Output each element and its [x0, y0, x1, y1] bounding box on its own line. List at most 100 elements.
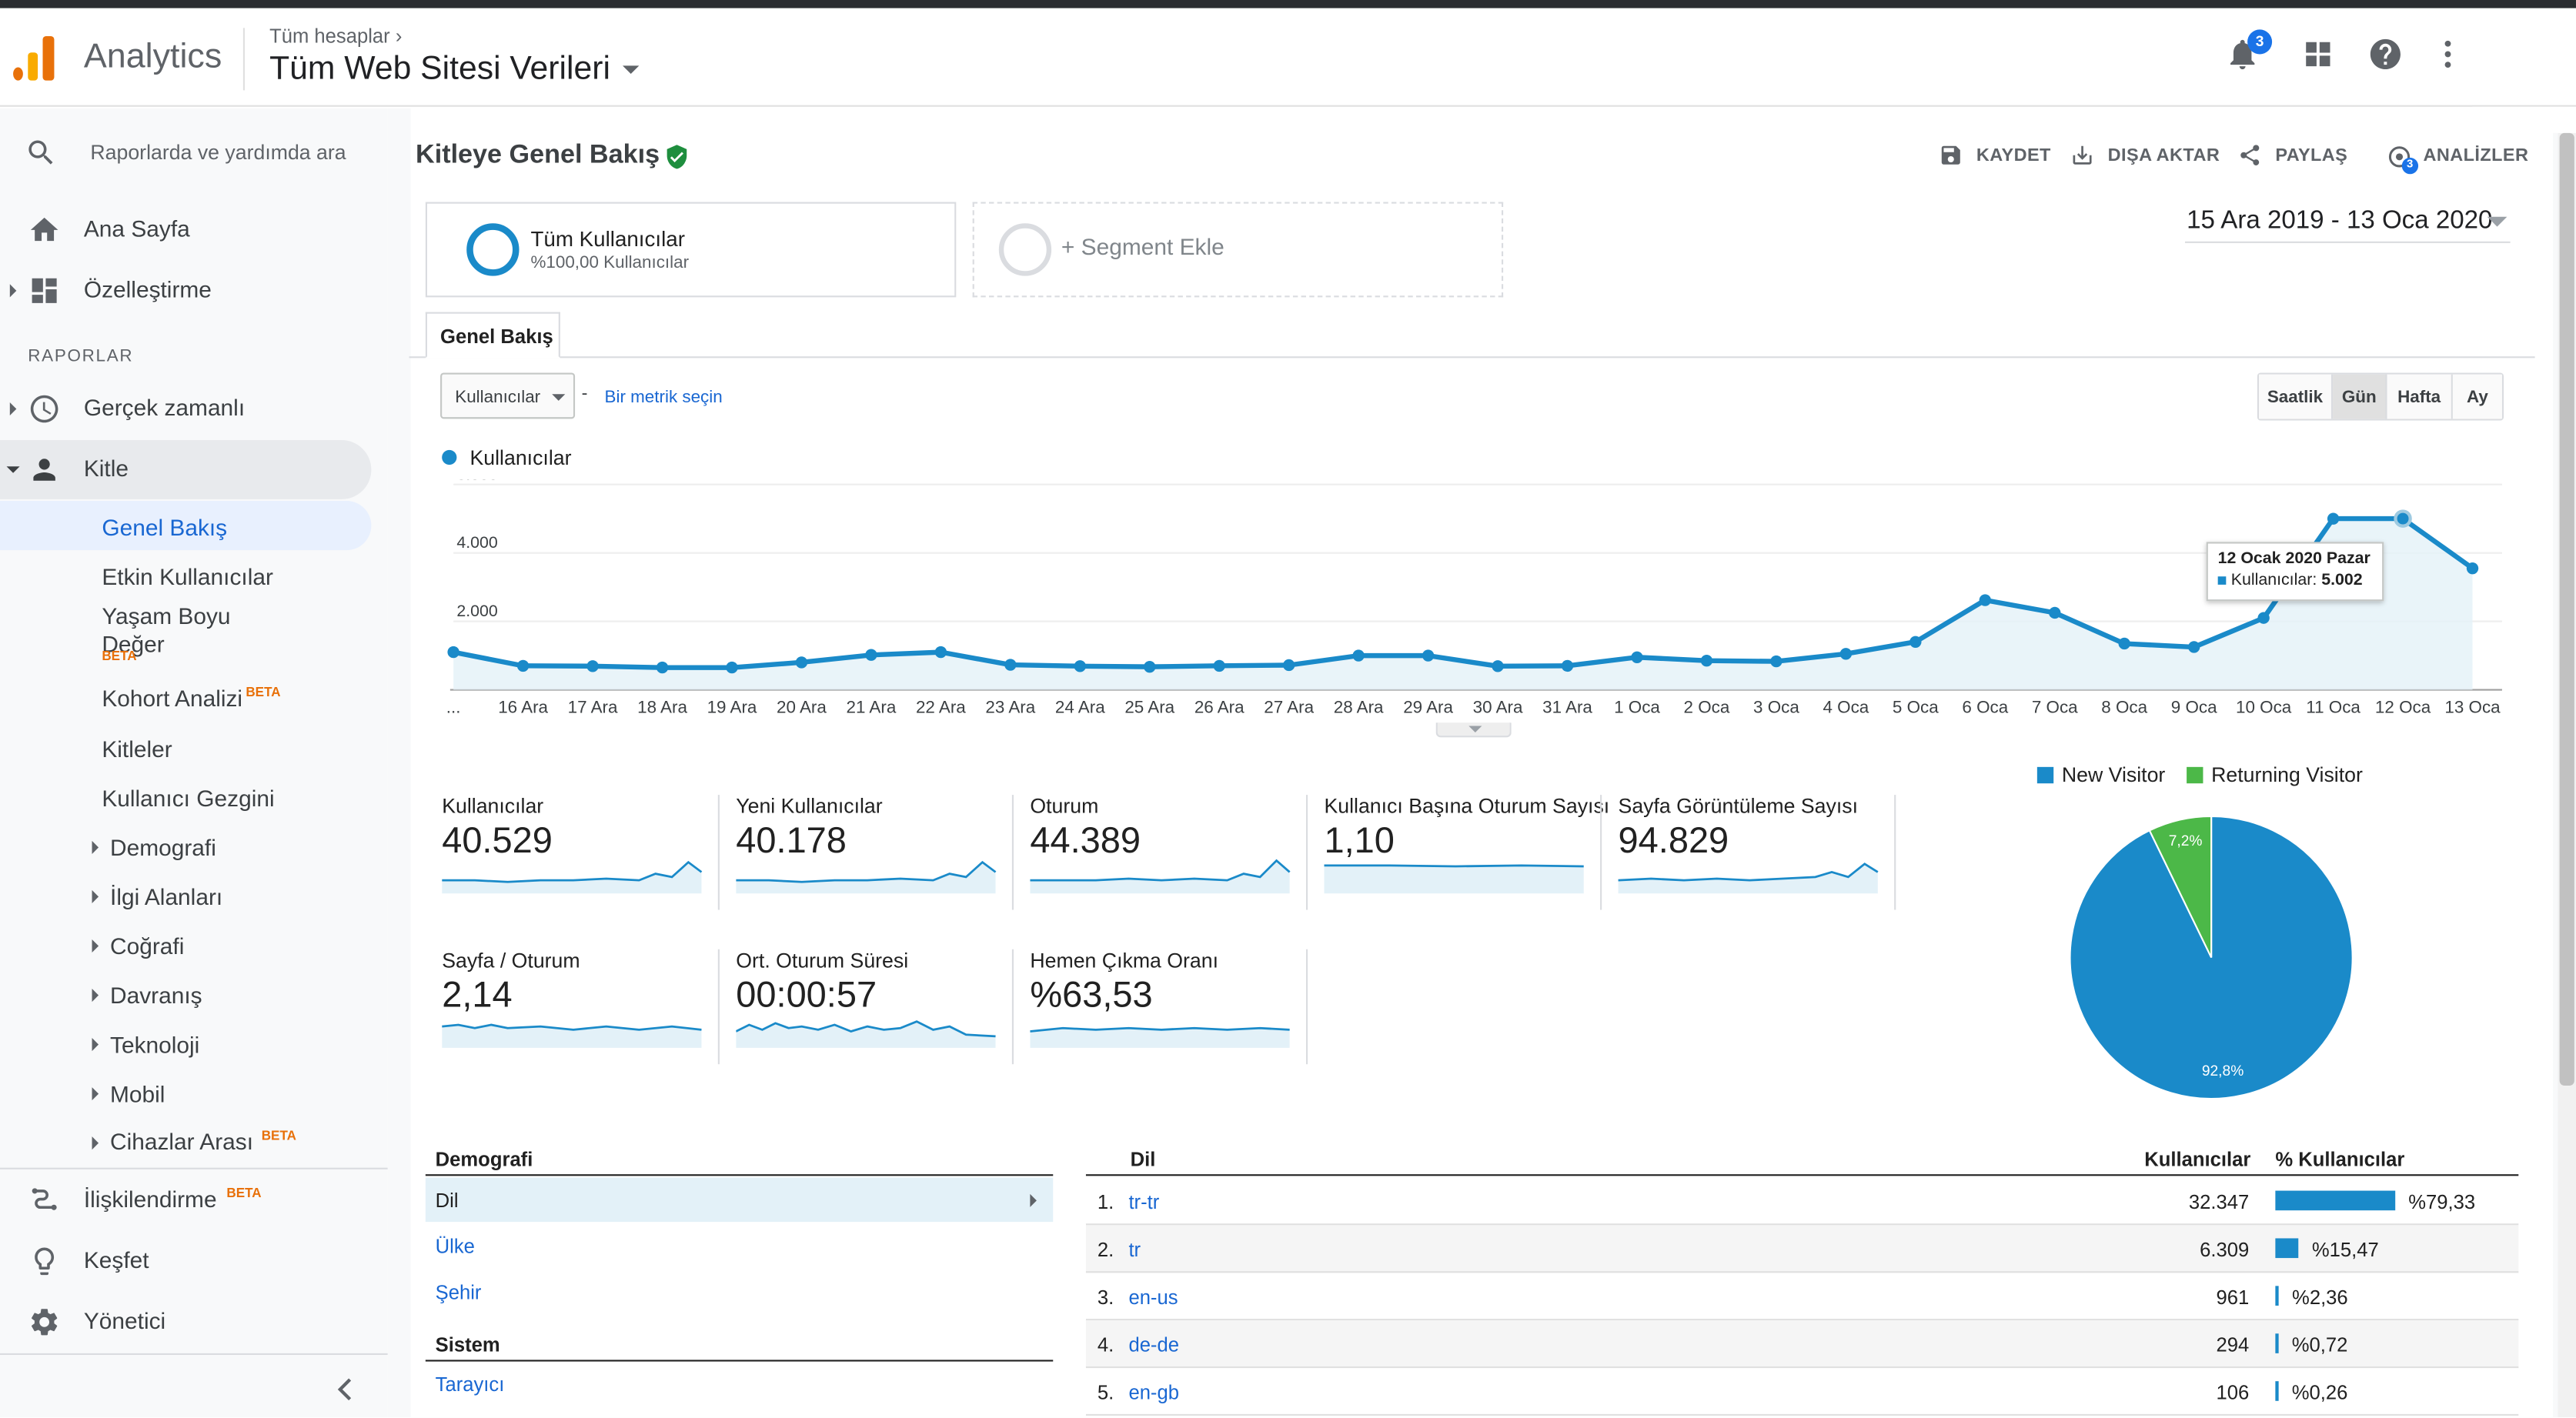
breadcrumb-label: Tüm hesaplar — [269, 25, 390, 48]
sidebar-item-realtime[interactable]: Gerçek zamanlı — [0, 381, 388, 437]
x-tick-label: 25 Ara — [1124, 697, 1174, 716]
kpi-card[interactable]: Sayfa / Oturum 2,14 — [442, 949, 721, 1064]
sidebar-item-admin[interactable]: Yönetici — [0, 1294, 388, 1350]
col-users[interactable]: Kullanıcılar — [2144, 1148, 2251, 1171]
col-language: Dil — [1130, 1148, 1156, 1171]
apps-grid-icon[interactable] — [2300, 36, 2342, 78]
sidebar-item-active-users[interactable]: Etkin Kullanıcılar — [102, 563, 273, 590]
more-vert-icon[interactable] — [2430, 36, 2472, 78]
collapse-sidebar-chevron-icon[interactable] — [335, 1378, 355, 1410]
row-language-link[interactable]: en-gb — [1128, 1381, 1179, 1405]
granularity-day-button[interactable]: Gün — [2333, 374, 2387, 419]
kpi-name: Kullanıcılar — [442, 795, 544, 819]
sidebar-item-technology[interactable]: Teknoloji — [110, 1031, 200, 1058]
analytics-logo-icon[interactable] — [13, 35, 55, 81]
data-point — [2187, 641, 2200, 653]
legend-swatch — [2036, 766, 2054, 784]
row-language-link[interactable]: tr-tr — [1128, 1190, 1160, 1214]
date-caret-down-icon[interactable] — [2487, 216, 2508, 227]
sidebar-item-behavior[interactable]: Davranış — [110, 982, 202, 1009]
row-language-link[interactable]: en-us — [1128, 1286, 1178, 1310]
kpi-card[interactable]: Kullanıcı Başına Oturum Sayısı 1,10 — [1324, 795, 1609, 909]
page-scrollbar[interactable] — [2558, 132, 2576, 1418]
x-tick-label: 28 Ara — [1334, 697, 1384, 716]
segment-all-users[interactable]: Tüm Kullanıcılar %100,00 Kullanıcılar — [425, 202, 957, 298]
help-icon[interactable] — [2367, 36, 2410, 78]
add-segment-button[interactable]: + Segment Ekle — [972, 202, 1504, 298]
x-tick-label: 30 Ara — [1473, 697, 1523, 716]
sidebar-item-interests[interactable]: İlgi Alanları — [110, 883, 223, 910]
account-breadcrumb[interactable]: Tüm hesaplar › — [269, 25, 402, 48]
segment-title: Tüm Kullanıcılar — [530, 226, 685, 252]
data-point — [1422, 649, 1435, 662]
visitor-type-pie-chart[interactable]: 92,8% 7,2% — [2062, 808, 2360, 1106]
x-tick-label: 11 Oca — [2306, 697, 2360, 716]
x-tick-label: 7 Oca — [2032, 697, 2078, 716]
demographics-item-language[interactable]: Dil — [425, 1177, 1054, 1223]
data-point — [656, 661, 669, 674]
sidebar-item-customization[interactable]: Özelleştirme — [0, 263, 388, 319]
granularity-hourly-button[interactable]: Saatlik — [2259, 374, 2334, 419]
row-percent: %79,33 — [2408, 1190, 2476, 1214]
kpi-card[interactable]: Ort. Oturum Süresi 00:00:57 — [736, 949, 1015, 1064]
row-language-link[interactable]: tr — [1128, 1238, 1141, 1262]
sidebar-item-attribution[interactable]: İlişkilendirme BETA — [0, 1173, 388, 1229]
sidebar-item-audiences[interactable]: Kitleler — [102, 736, 172, 762]
system-item-browser[interactable]: Tarayıcı — [435, 1373, 505, 1396]
sidebar-item-home[interactable]: Ana Sayfa — [0, 202, 388, 259]
choose-metric-link[interactable]: Bir metrik seçin — [604, 387, 723, 408]
granularity-month-button[interactable]: Ay — [2452, 374, 2502, 419]
pie-slice[interactable] — [2148, 815, 2213, 958]
sidebar-item-cross-device[interactable]: Cihazlar Arası BETA — [110, 1128, 296, 1154]
browser-top-strip — [0, 0, 2576, 8]
demographics-item-city[interactable]: Şehir — [435, 1280, 482, 1304]
kpi-card[interactable]: Yeni Kullanıcılar 40.178 — [736, 795, 1015, 909]
date-range-picker[interactable]: 15 Ara 2019 - 13 Oca 2020 — [2187, 206, 2493, 235]
home-icon — [30, 217, 58, 242]
data-point — [1213, 659, 1225, 672]
cohort-label: Kohort Analizi — [102, 685, 243, 712]
metric-select[interactable]: Kullanıcılar — [440, 372, 576, 419]
sidebar-item-discover[interactable]: Keşfet — [0, 1233, 388, 1290]
tab-overview[interactable]: Genel Bakış — [425, 312, 560, 359]
sidebar-item-demographics[interactable]: Demografi — [110, 834, 216, 861]
sidebar-item-audience-overview[interactable]: Genel Bakış — [102, 514, 228, 541]
scrollbar-thumb[interactable] — [2559, 132, 2574, 1086]
y-tick-label: 2.000 — [456, 602, 498, 620]
row-percent: %0,26 — [2291, 1381, 2348, 1405]
tab-divider — [409, 356, 2535, 359]
granularity-toggle: Saatlik Gün Hafta Ay — [2257, 372, 2504, 421]
chart-resize-handle[interactable] — [1435, 722, 1512, 738]
sidebar-item-label: Özelleştirme — [83, 275, 212, 302]
lightbulb-icon — [35, 1247, 55, 1276]
kpi-card[interactable]: Hemen Çıkma Oranı %63,53 — [1030, 949, 1309, 1064]
sidebar-item-lifetime-value[interactable]: Yaşam Boyu Değer BETA — [102, 602, 230, 663]
demographics-item-country[interactable]: Ülke — [435, 1235, 475, 1259]
sidebar-item-audience[interactable]: Kitle — [0, 442, 388, 498]
row-language-link[interactable]: de-de — [1128, 1333, 1179, 1357]
sidebar-item-cohort[interactable]: Kohort Analizi BETA — [102, 685, 280, 711]
row-divider — [1085, 1413, 2519, 1416]
app-name[interactable]: Analytics — [83, 38, 222, 76]
kpi-name: Sayfa Görüntüleme Sayısı — [1618, 795, 1858, 819]
users-line-chart[interactable]: 2.000 4.000 6.000... 16 Ara 17 Ara 18 Ara 19 A… — [430, 479, 2514, 726]
x-tick-label: 6 Oca — [1962, 697, 2008, 716]
kpi-card[interactable]: Sayfa Görüntüleme Sayısı 94.829 — [1618, 795, 1898, 909]
notifications-bell-icon[interactable]: 3 — [2224, 29, 2273, 78]
granularity-week-button[interactable]: Hafta — [2387, 374, 2453, 419]
sidebar-item-geo[interactable]: Coğrafi — [110, 933, 185, 959]
row-users: 32.347 — [2188, 1190, 2250, 1214]
sidebar-search[interactable]: Raporlarda ve yardımda ara — [0, 108, 388, 197]
system-heading: Sistem — [435, 1333, 500, 1357]
view-selector[interactable]: Tüm Web Sitesi Verileri — [269, 51, 640, 88]
kpi-value: 40.529 — [442, 819, 553, 861]
expand-arrow-icon — [9, 284, 17, 298]
x-tick-label: 3 Oca — [1753, 697, 1799, 716]
sidebar-item-mobile[interactable]: Mobil — [110, 1080, 165, 1107]
sidebar-item-user-explorer[interactable]: Kullanıcı Gezgini — [102, 785, 275, 812]
sidebar-item-label: İlişkilendirme BETA — [84, 1186, 262, 1212]
kpi-card[interactable]: Kullanıcılar 40.529 — [442, 795, 721, 909]
row-percent-bar — [2275, 1381, 2279, 1401]
kpi-card[interactable]: Oturum 44.389 — [1030, 795, 1309, 909]
notification-badge: 3 — [2247, 29, 2273, 55]
